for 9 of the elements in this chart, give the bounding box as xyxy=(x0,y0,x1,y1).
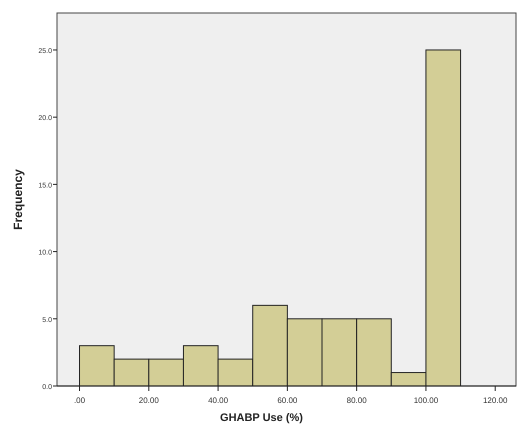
x-tick-label: 60.00 xyxy=(277,396,298,405)
x-tick-label: .00 xyxy=(74,396,86,405)
x-axis-title: GHABP Use (%) xyxy=(220,412,304,424)
x-tick-label: 120.00 xyxy=(482,396,508,405)
x-tick-label: 20.00 xyxy=(138,396,160,405)
x-tick-label: 100.00 xyxy=(414,396,439,405)
x-tick-label: 80.00 xyxy=(346,396,368,405)
y-axis-title: Frequency xyxy=(11,168,25,230)
x-tick-label: 40.00 xyxy=(208,396,229,405)
